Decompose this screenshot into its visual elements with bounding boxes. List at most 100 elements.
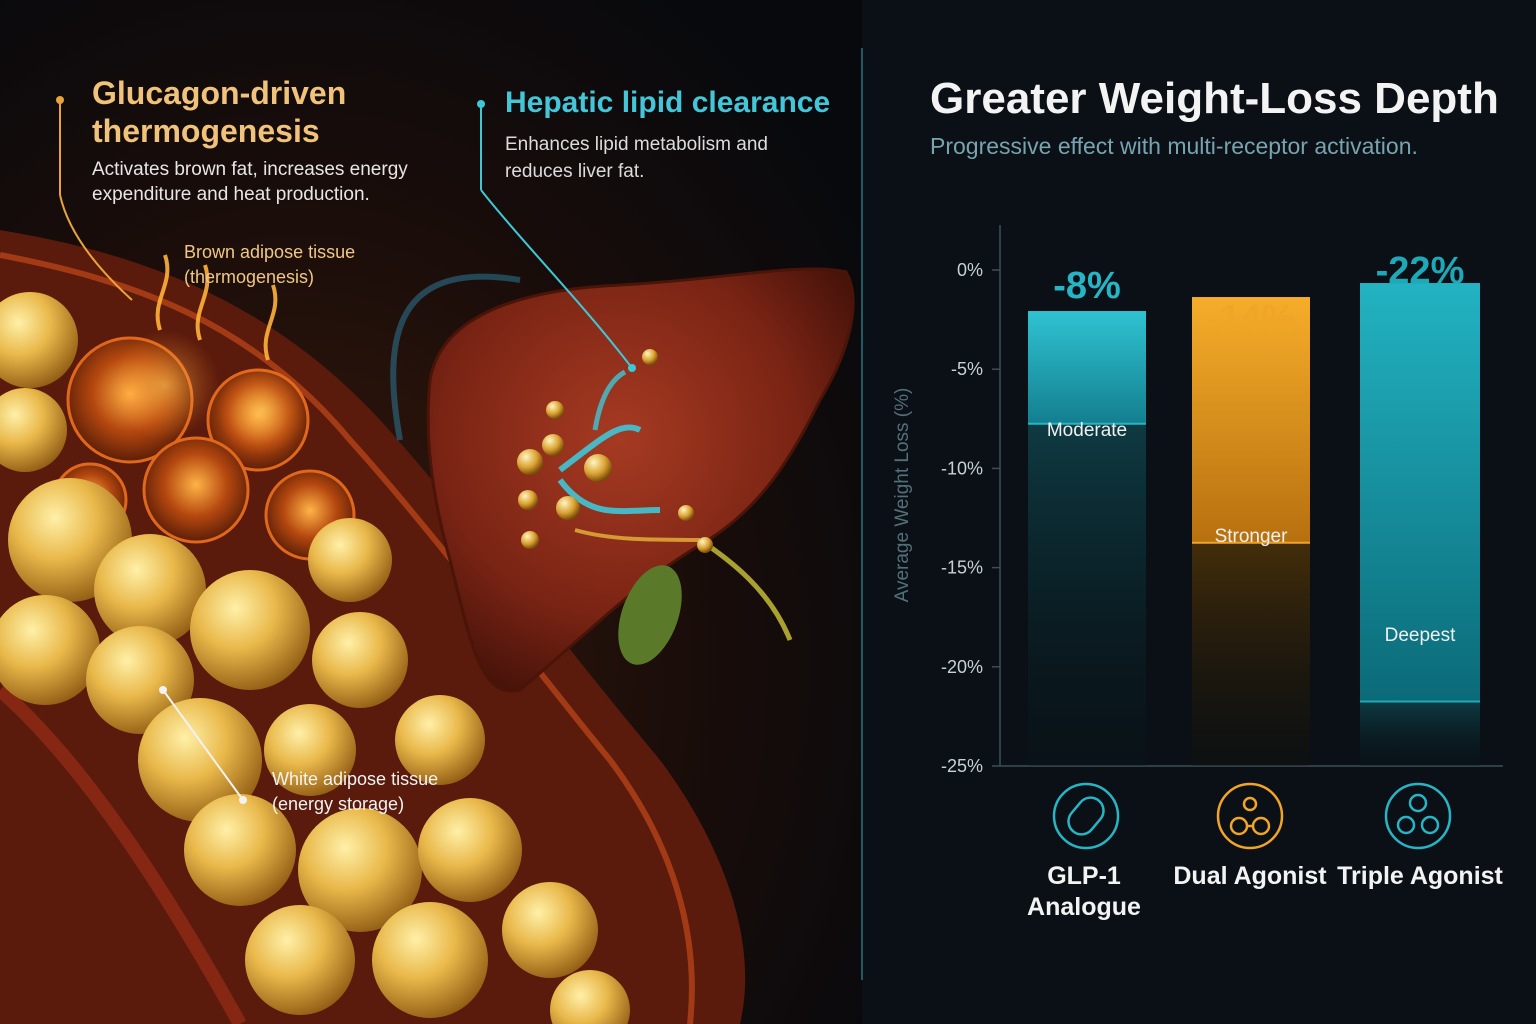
triple-icon-ring	[1384, 782, 1452, 850]
white-fat-cell	[308, 518, 392, 602]
category-icons	[1052, 782, 1452, 850]
heat-glow	[110, 330, 220, 440]
white-fat-cell	[312, 612, 408, 708]
white-fat-cell	[298, 808, 422, 932]
callout-dot	[477, 100, 485, 108]
y-tick-label: -10%	[941, 458, 983, 478]
glucagon-description: Activates brown fat, increases energy ex…	[92, 159, 408, 205]
bars: -8% Moderate -14% Stronger -22% Deepest	[1028, 250, 1480, 766]
adipose-tissue-illustration	[0, 230, 746, 1024]
bar-shadow	[1192, 542, 1310, 766]
white-fat-cell	[550, 970, 630, 1024]
white-fat-cell	[395, 695, 485, 785]
lipid-droplets	[517, 349, 713, 553]
liver-illustration	[390, 267, 855, 693]
lipid-droplet	[584, 454, 612, 482]
heat-wave-icon	[155, 254, 170, 331]
lipid-droplet	[556, 496, 580, 520]
lipid-flow-arrow	[574, 528, 701, 542]
brown-fat-cell	[142, 436, 250, 544]
hepatic-title: Hepatic lipid clearance	[505, 86, 831, 119]
bar-shadow	[1360, 701, 1480, 766]
callout-line-hepatic	[480, 189, 633, 369]
y-axis-ticks: 0% -5% -10% -15% -20% -25%	[941, 260, 1000, 776]
white-fat-cell	[94, 534, 206, 646]
category-label-triple: Triple Agonist	[1337, 862, 1503, 890]
callout-dot	[628, 364, 636, 372]
bar-descriptor-label: Stronger	[1215, 526, 1289, 547]
bar-shadow	[1028, 423, 1146, 766]
white-fat-cell	[138, 698, 262, 822]
bar-value-label: -14%	[1207, 298, 1296, 340]
lipid-droplet	[546, 401, 564, 419]
white-fat-cell	[0, 388, 67, 472]
capsule-icon	[1052, 782, 1120, 850]
white-fat-cell	[184, 794, 296, 906]
chart-subtitle: Progressive effect with multi-receptor a…	[930, 133, 1418, 159]
lipid-droplet	[642, 349, 658, 365]
lipid-droplet	[542, 434, 564, 456]
lipid-droplet	[521, 531, 539, 549]
capsule-shape	[1067, 796, 1105, 836]
white-fat-cell	[245, 905, 355, 1015]
lipid-droplet	[518, 490, 538, 510]
callout-dot	[56, 96, 64, 104]
bar-descriptor-label: Moderate	[1047, 420, 1127, 441]
dual-molecule-icon	[1216, 782, 1284, 850]
white-fat-cell	[502, 882, 598, 978]
y-tick-label: 0%	[957, 260, 983, 280]
callout-line-white-fat	[162, 689, 244, 801]
lipid-flow-arrow	[558, 424, 642, 473]
callout-line-glucagon	[59, 194, 133, 301]
blood-vessel	[390, 273, 521, 441]
tissue-vessel	[0, 684, 247, 1024]
callout-dot	[239, 796, 247, 804]
molecule-node	[1420, 815, 1440, 835]
callout-lines	[56, 96, 636, 804]
liver	[426, 267, 855, 693]
molecule-node	[1408, 793, 1428, 813]
molecule-node	[1396, 815, 1416, 835]
white-fat-cell	[418, 798, 522, 902]
white-fat-cell	[372, 902, 488, 1018]
lipid-flow-arrow	[592, 369, 627, 431]
bar-descriptor-label: Deepest	[1385, 625, 1456, 646]
y-axis-label: Average Weight Loss (%)	[892, 387, 913, 603]
category-label-dual: Dual Agonist	[1173, 862, 1327, 890]
heat-glow	[217, 365, 307, 455]
white-fat-cell	[0, 292, 78, 388]
capsule-icon-ring	[1052, 782, 1120, 850]
dual-icon-ring	[1216, 782, 1284, 850]
bar-value-label: -22%	[1376, 250, 1465, 292]
bar-value-label: -8%	[1053, 265, 1121, 307]
white-fat-cell	[264, 704, 356, 796]
lipid-droplet	[517, 449, 543, 475]
bar	[1192, 297, 1310, 543]
chart-title: Greater Weight-Loss Depth	[930, 74, 1499, 123]
white-adipose-cells	[0, 292, 630, 1024]
brown-adipose-label: Brown adipose tissue (thermogenesis)	[184, 242, 356, 287]
glucagon-title: Glucagon-driven thermogenesis	[92, 75, 347, 149]
white-fat-cell	[86, 626, 194, 734]
heat-wave-icon	[195, 264, 210, 341]
bar-chart: 0% -5% -10% -15% -20% -25% -8% Moderate -14% Str…	[941, 225, 1503, 776]
y-tick-label: -5%	[951, 359, 983, 379]
bar	[1360, 283, 1480, 702]
gallbladder	[618, 565, 682, 665]
category-label-glp1: GLP-1 Analogue	[1027, 862, 1141, 921]
y-tick-label: -15%	[941, 558, 983, 578]
heat-wave-icon	[263, 284, 278, 361]
white-fat-cell	[190, 570, 310, 690]
triple-molecule-icon	[1384, 782, 1452, 850]
hepatic-description: Enhances lipid metabolism and reduces li…	[505, 134, 768, 182]
white-adipose-label: White adipose tissue (energy storage)	[272, 769, 439, 814]
y-tick-label: -25%	[941, 756, 983, 776]
y-tick-label: -20%	[941, 657, 983, 677]
bar	[1028, 311, 1146, 424]
callout-dot	[159, 686, 167, 694]
lipid-flow-arrow	[557, 478, 661, 515]
lipid-droplet	[678, 505, 694, 521]
lipid-droplet	[697, 537, 713, 553]
white-fat-cell	[0, 595, 100, 705]
